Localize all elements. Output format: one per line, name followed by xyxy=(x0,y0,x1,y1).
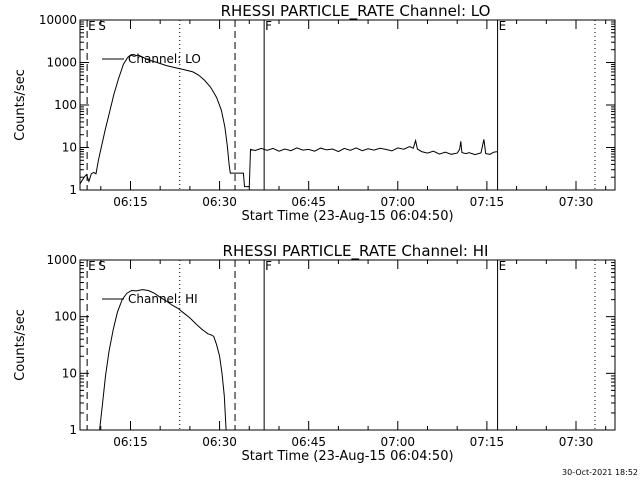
event-marker-label: F xyxy=(265,19,272,33)
series-line xyxy=(80,55,498,187)
event-marker-label: E xyxy=(88,259,96,273)
x-tick-label: 07:30 xyxy=(559,435,594,449)
x-axis-label: Start Time (23-Aug-15 06:04:50) xyxy=(241,449,453,464)
y-axis-label: Counts/sec xyxy=(13,309,28,381)
x-tick-label: 07:00 xyxy=(380,195,415,209)
y-tick-label: 1 xyxy=(69,183,77,197)
y-tick-label: 10000 xyxy=(39,13,77,27)
y-tick-label: 100 xyxy=(54,310,77,324)
x-tick-label: 07:00 xyxy=(380,435,415,449)
hi-channel-panel: RHESSI PARTICLE_RATE Channel: HI 1 10 100 10… xyxy=(13,242,615,464)
chart-title: RHESSI PARTICLE_RATE Channel: LO xyxy=(221,2,491,21)
y-tick-label: 1000 xyxy=(46,253,77,267)
y-axis-label: Counts/sec xyxy=(13,69,28,141)
x-tick-label: 07:15 xyxy=(470,435,505,449)
lo-channel-panel: RHESSI PARTICLE_RATE Channel: LO 1 10 100 10… xyxy=(13,2,615,224)
x-tick-label: 06:45 xyxy=(291,195,326,209)
event-marker-label: E xyxy=(499,19,507,33)
y-tick-label: 10 xyxy=(62,141,77,155)
x-tick-label: 06:45 xyxy=(291,435,326,449)
plot-frame xyxy=(80,260,615,430)
x-tick-label: 06:30 xyxy=(202,435,237,449)
event-marker-label: E xyxy=(88,19,96,33)
x-tick-label: 06:15 xyxy=(113,435,148,449)
series-line xyxy=(100,290,227,430)
x-tick-label: 07:30 xyxy=(559,195,594,209)
legend-label: Channel: LO xyxy=(128,52,201,66)
y-tick-label: 1000 xyxy=(46,56,77,70)
x-tick-label: 06:30 xyxy=(202,195,237,209)
event-marker-label: E xyxy=(499,259,507,273)
plot-frame xyxy=(80,20,615,190)
y-tick-label: 10 xyxy=(62,366,77,380)
timestamp-label: 30-Oct-2021 18:52 xyxy=(562,468,638,477)
x-tick-label: 06:15 xyxy=(113,195,148,209)
y-tick-label: 1 xyxy=(69,423,77,437)
y-tick-label: 100 xyxy=(54,98,77,112)
x-axis-label: Start Time (23-Aug-15 06:04:50) xyxy=(241,209,453,224)
event-marker-label: S xyxy=(98,259,106,273)
event-marker-label: S xyxy=(98,19,106,33)
x-tick-label: 07:15 xyxy=(470,195,505,209)
chart-title: RHESSI PARTICLE_RATE Channel: HI xyxy=(223,242,489,261)
event-marker-label: F xyxy=(265,259,272,273)
